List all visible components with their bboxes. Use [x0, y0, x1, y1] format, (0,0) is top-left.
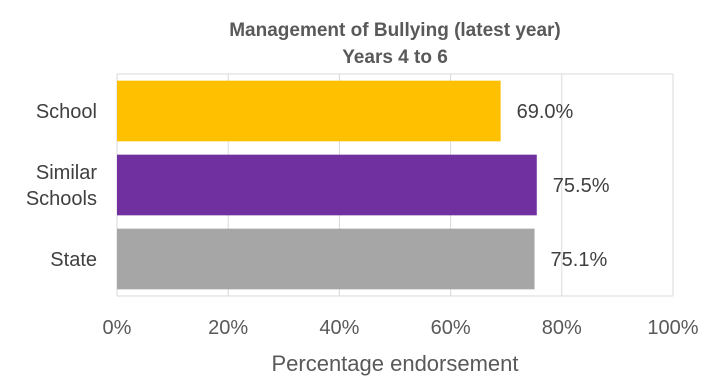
category-label-line: School [36, 101, 97, 123]
data-label-2: 75.1% [551, 249, 608, 271]
bar-2 [117, 228, 535, 290]
category-labels: School Similar Schools State [26, 101, 97, 271]
x-axis-title: Percentage endorsement [271, 351, 518, 376]
category-label-line: State [50, 249, 97, 271]
x-tick-label-2: 40% [319, 317, 359, 339]
bar-0 [117, 80, 501, 142]
x-tick-label-5: 100% [647, 317, 698, 339]
category-label-1: Similar Schools [26, 162, 97, 210]
category-label-2: State [50, 249, 97, 271]
data-label-1: 75.5% [553, 175, 610, 197]
x-tick-label-4: 80% [542, 317, 582, 339]
data-labels: 69.0% 75.5% 75.1% [517, 101, 610, 271]
bar-1 [117, 154, 537, 216]
category-label-0: School [36, 101, 97, 123]
x-tick-label-1: 20% [208, 317, 248, 339]
data-label-0: 69.0% [517, 101, 574, 123]
chart-subtitle: Years 4 to 6 [342, 47, 448, 68]
chart-title: Management of Bullying (latest year) [229, 20, 561, 41]
x-tick-labels: 0% 20% 40% 60% 80% 100% [103, 317, 699, 339]
category-label-line: Similar [36, 162, 97, 184]
x-tick-label-0: 0% [103, 317, 132, 339]
bars [117, 80, 537, 290]
category-label-line: Schools [26, 188, 97, 210]
x-tick-label-3: 60% [431, 317, 471, 339]
